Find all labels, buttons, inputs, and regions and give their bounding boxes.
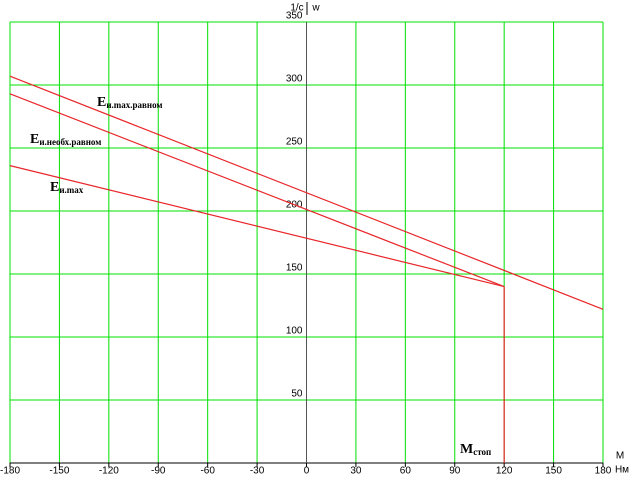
y-tick-label: 50 xyxy=(291,389,303,400)
series-label: Eи.max.равном xyxy=(97,95,163,110)
x-tick-label: -60 xyxy=(200,466,215,477)
x-tick-label: 0 xyxy=(304,466,310,477)
x-tick-label: 30 xyxy=(350,466,362,477)
label-sub: и.необх.равном xyxy=(39,137,101,147)
x-tick-label: -180 xyxy=(0,466,20,477)
label-base: M xyxy=(460,442,473,457)
series-label: Eи.max xyxy=(50,180,84,195)
series-line xyxy=(9,165,505,288)
y-axis-label: 1/c xyxy=(290,3,303,14)
x-tick-label: 150 xyxy=(545,466,562,477)
y-tick-label: 300 xyxy=(286,74,303,85)
x-tick-label: -120 xyxy=(99,466,119,477)
y-tick-label: 250 xyxy=(286,137,303,148)
series-label: Mстоп xyxy=(460,442,491,457)
label-sub: стоп xyxy=(473,447,491,457)
y-axis-label: w xyxy=(311,3,320,14)
y-tick-label: 350 xyxy=(286,11,303,22)
x-tick-label: 90 xyxy=(449,466,461,477)
x-tick-label: -30 xyxy=(250,466,265,477)
x-tick-label: 180 xyxy=(595,466,612,477)
y-tick-label: 150 xyxy=(286,263,303,274)
x-tick-label: 120 xyxy=(496,466,513,477)
label-base: E xyxy=(50,180,59,195)
label-base: E xyxy=(30,132,39,147)
label-base: E xyxy=(97,95,106,110)
x-axis-label: М xyxy=(616,451,624,462)
y-tick-label: 100 xyxy=(286,326,303,337)
x-tick-label: -90 xyxy=(151,466,166,477)
x-tick-label: -150 xyxy=(49,466,69,477)
series-label: Eи.необх.равном xyxy=(30,132,101,147)
label-sub: и.max.равном xyxy=(106,100,162,110)
x-tick-label: 60 xyxy=(400,466,412,477)
series-line xyxy=(9,75,604,310)
x-axis-label: Нм xyxy=(615,465,629,476)
label-sub: и.max xyxy=(59,185,83,195)
series-line xyxy=(9,93,505,288)
